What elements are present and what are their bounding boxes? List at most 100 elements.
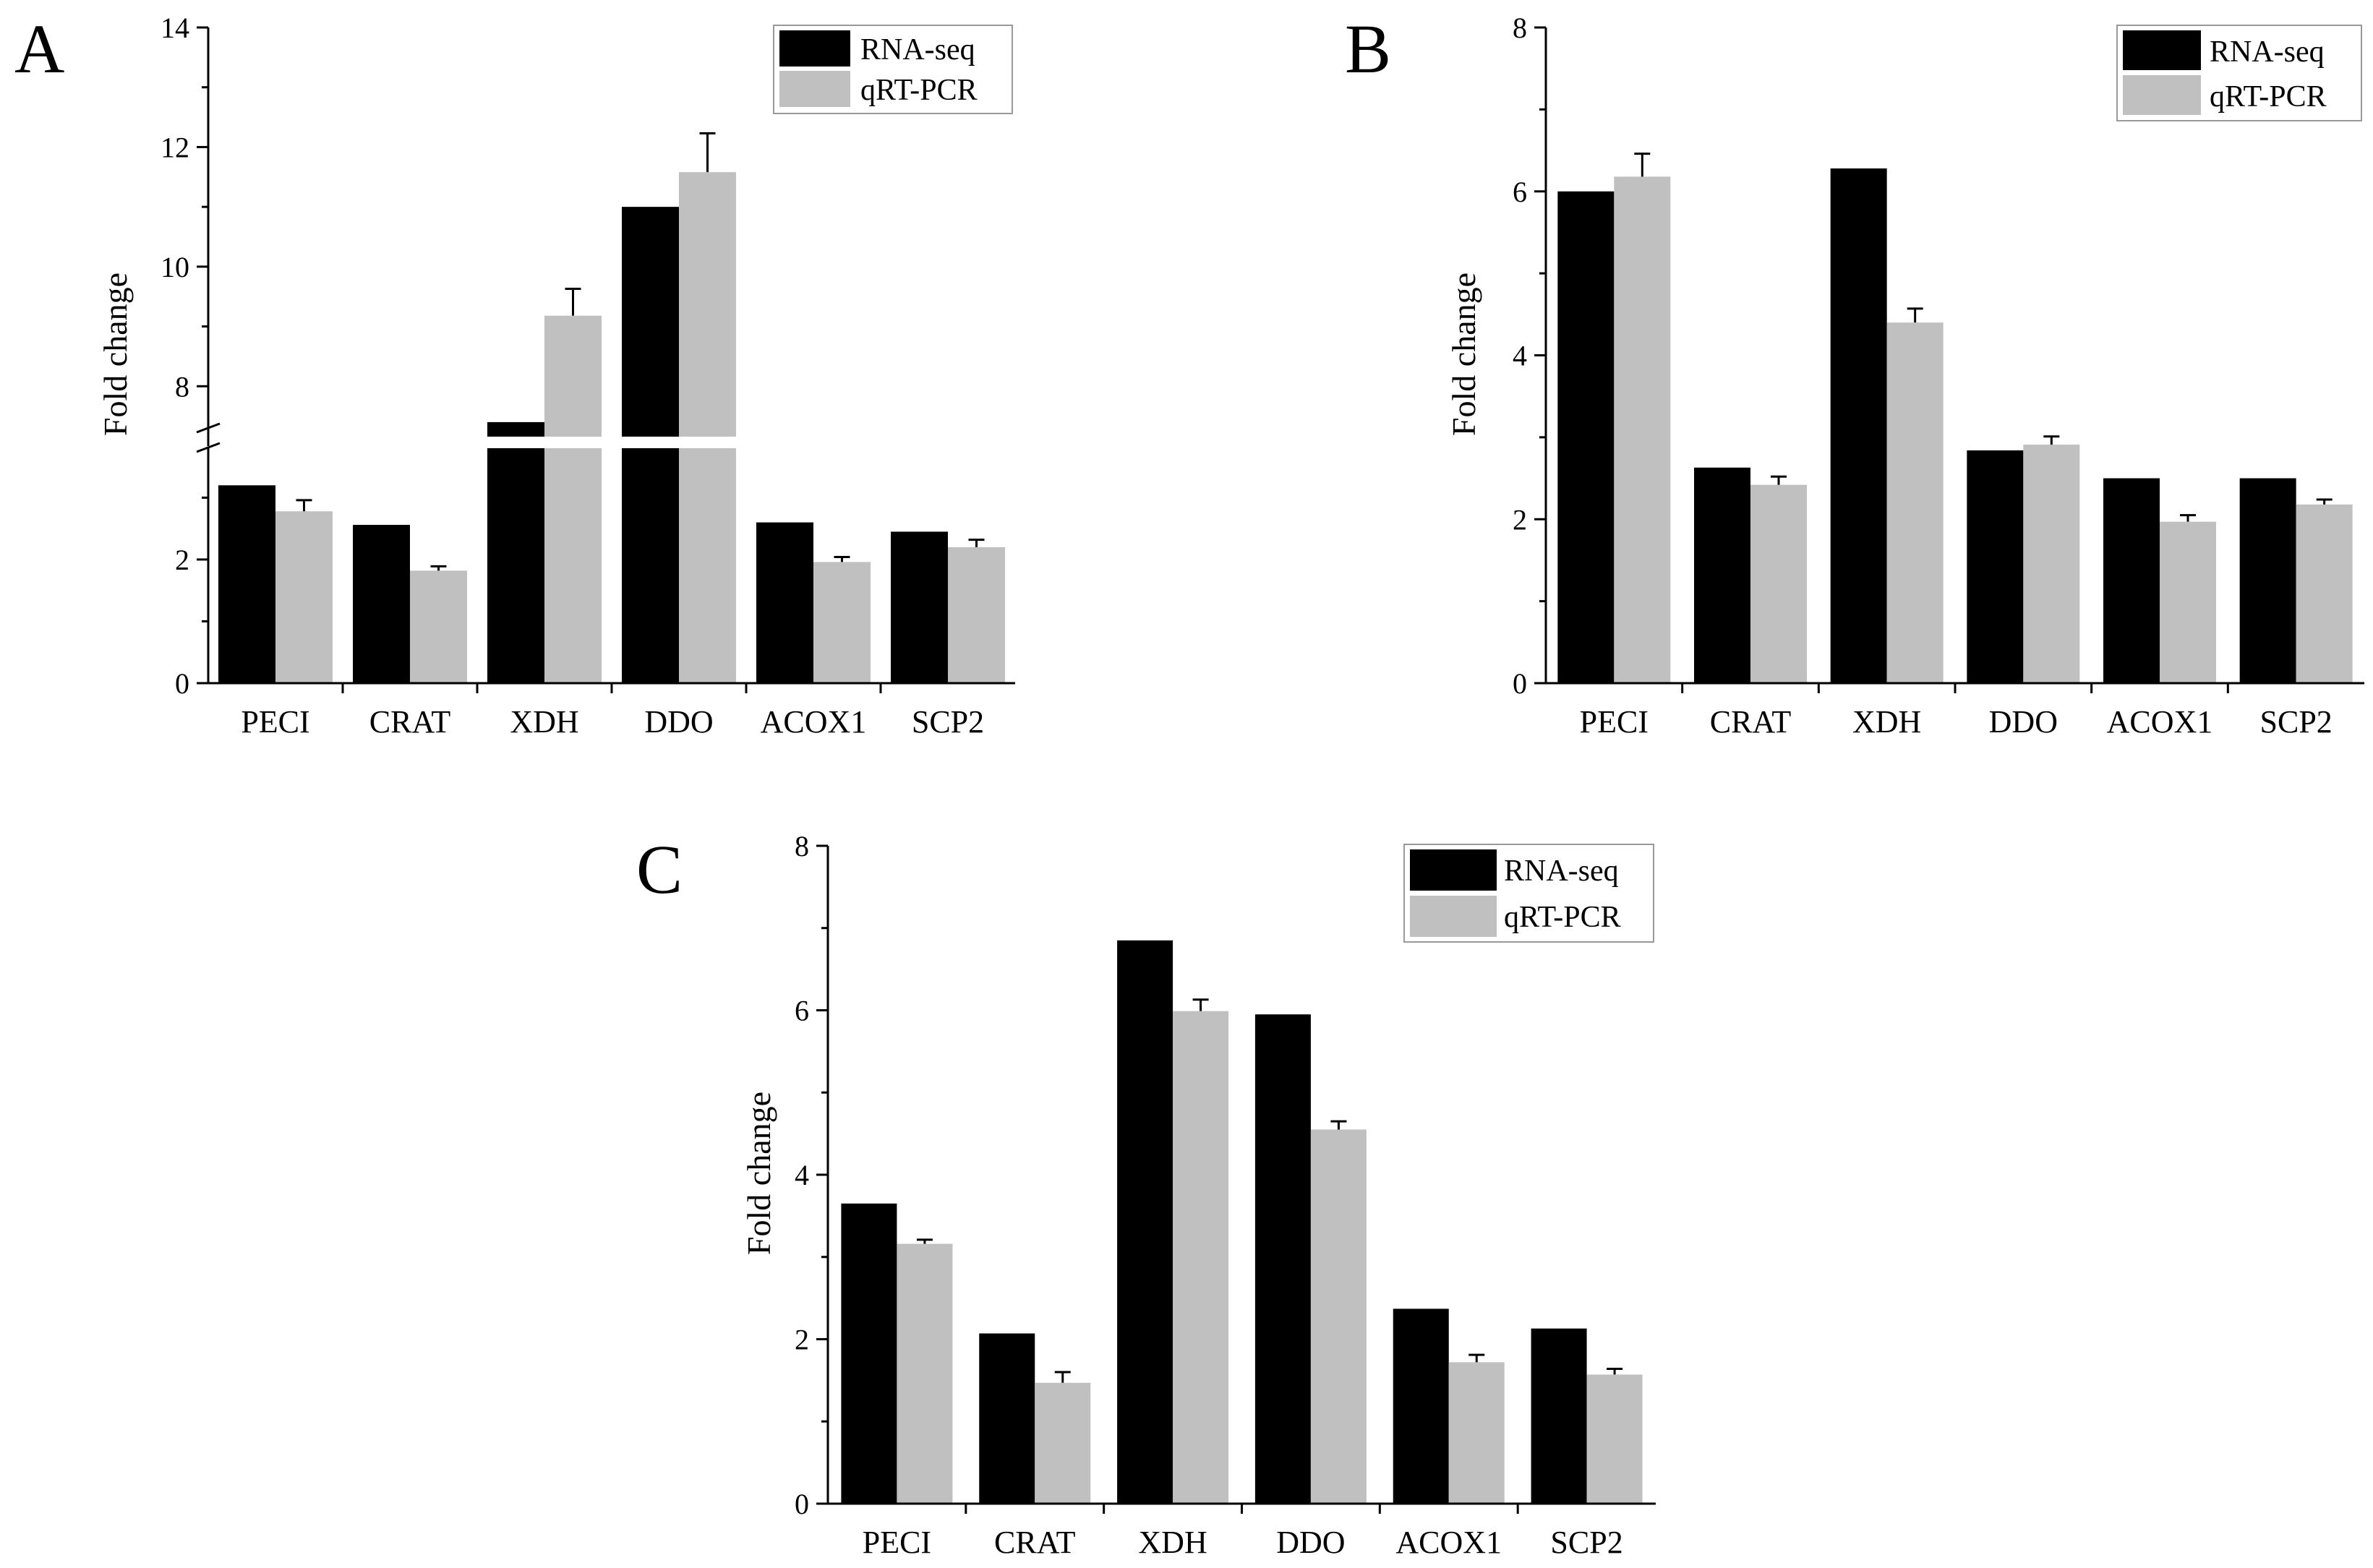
panel-a-y-axis-title: Fold change — [97, 273, 134, 436]
panel-c-axes — [816, 844, 1656, 1514]
panel-b-bar-qrt-pcr-crat — [1750, 484, 1807, 683]
panel-b-bars — [1557, 153, 2353, 683]
panel-b-bar-qrt-pcr-ddo — [2023, 445, 2080, 683]
panel-a-y-tick-label: 12 — [161, 131, 189, 163]
panel-a-category-label: ACOX1 — [761, 704, 867, 740]
panel-b-y-tick-label: 4 — [1513, 340, 1527, 372]
panel-b-y-tick-label: 6 — [1513, 176, 1527, 208]
panel-b-bar-qrt-pcr-acox1 — [2160, 521, 2216, 683]
panel-c-y-tick-label: 8 — [795, 830, 809, 862]
panel-c-legend-label-qpcr: qRT-PCR — [1504, 901, 1621, 934]
panel-b-chart: B Fold change 0 2 4 6 8 PECI CRAT XDH DDO ACOX1 S… — [1345, 10, 2364, 740]
panel-c-bars — [841, 940, 1643, 1504]
panel-a-tick-labels: 0 2 8 10 12 14 — [161, 12, 189, 700]
panel-c-y-axis-title: Fold change — [740, 1092, 777, 1255]
panel-b-bar-rna-seq-ddo — [1967, 450, 2024, 683]
panel-b-tick-labels: 0 2 4 6 8 — [1513, 12, 1527, 700]
panel-a-y-tick-label: 2 — [175, 544, 189, 576]
panel-b-legend-label-rna: RNA-seq — [2210, 35, 2325, 69]
panel-b-y-tick-label: 0 — [1513, 667, 1527, 700]
panel-b-axes — [1534, 26, 2364, 693]
panel-a-error-bar-xdh — [565, 287, 581, 316]
panel-a-bar-qrt-pcr-acox1 — [813, 562, 871, 683]
panel-a-legend-swatch-qpcr — [779, 71, 850, 107]
panel-c-bar-rna-seq-ddo — [1254, 1014, 1311, 1504]
panel-a-error-bar-ddo — [699, 132, 716, 173]
panel-c-chart: C Fold change 0 2 4 6 8 PECI CRAT XDH DDO ACOX1 S… — [636, 830, 1656, 1560]
panel-c-error-bar-xdh — [1192, 998, 1209, 1011]
panel-a-category-label: DDO — [644, 704, 713, 740]
panel-a-axis-break-mark — [196, 422, 221, 453]
panel-a-bar-qrt-pcr-crat — [410, 570, 467, 683]
panel-c-category-label: SCP2 — [1550, 1525, 1622, 1560]
panel-b-category-labels: PECI CRAT XDH DDO ACOX1 SCP2 — [1580, 704, 2333, 740]
panel-a-category-label: PECI — [241, 704, 309, 740]
panel-c-legend-swatch-qpcr — [1410, 896, 1497, 937]
panel-a-error-bar-acox1 — [834, 556, 850, 562]
panel-b-bar-rna-seq-peci — [1557, 191, 1615, 683]
panel-a-error-bar-scp2 — [968, 539, 985, 547]
panel-a-bar-qrt-pcr-scp2 — [948, 547, 1005, 683]
panel-a-bars — [218, 132, 1005, 684]
panel-b-bar-rna-seq-crat — [1694, 467, 1750, 683]
panel-b-category-label: XDH — [1852, 704, 1921, 740]
panel-b-error-bar-acox1 — [2180, 514, 2196, 522]
panel-a-y-tick-label: 0 — [175, 667, 189, 700]
panel-a-bar-rna-seq-scp2 — [891, 531, 948, 683]
panel-b-error-bar-scp2 — [2316, 498, 2333, 505]
panel-a-legend-label-qpcr: qRT-PCR — [860, 74, 978, 107]
panel-c-letter: C — [636, 831, 683, 908]
panel-c-bar-rna-seq-xdh — [1117, 940, 1173, 1504]
panel-a-y-tick-label: 10 — [161, 251, 189, 283]
panel-b-bar-qrt-pcr-xdh — [1886, 322, 1944, 683]
panel-c-category-label: CRAT — [994, 1525, 1076, 1560]
panel-b-letter: B — [1345, 10, 1391, 87]
panel-c-legend-swatch-rna — [1410, 849, 1497, 891]
panel-a-bar-rna-seq-crat — [353, 525, 410, 683]
panel-b-error-bar-xdh — [1907, 307, 1923, 323]
panel-c-y-tick-label: 4 — [795, 1159, 809, 1191]
panel-b-legend: RNA-seq qRT-PCR — [2116, 25, 2362, 121]
panel-a-bar-qrt-pcr-peci — [275, 511, 333, 683]
panel-c-bar-qrt-pcr-acox1 — [1448, 1362, 1505, 1504]
panel-a-bar-rna-seq-peci — [218, 485, 275, 683]
panel-a-bar-rna-seq-xdh — [487, 421, 544, 683]
panel-c-y-tick-label: 6 — [795, 995, 809, 1027]
panel-c-error-bar-crat — [1054, 1371, 1071, 1383]
panel-a-category-label: XDH — [510, 704, 578, 740]
panel-c-error-bar-scp2 — [1607, 1367, 1623, 1375]
panel-c-category-label: PECI — [863, 1525, 931, 1560]
panel-c-bar-qrt-pcr-peci — [897, 1243, 953, 1504]
panel-c-error-bar-peci — [916, 1238, 933, 1244]
panel-a-legend-swatch-rna — [779, 30, 850, 67]
panel-c-error-bar-acox1 — [1468, 1353, 1485, 1363]
panel-a-bar-qrt-pcr-ddo — [679, 172, 736, 683]
panel-a-legend: RNA-seq qRT-PCR — [773, 25, 1013, 114]
panel-b-legend-swatch-qpcr — [2123, 75, 2201, 115]
panel-c-bar-rna-seq-crat — [979, 1333, 1035, 1504]
panel-b-y-tick-label: 8 — [1513, 12, 1527, 44]
panel-c-tick-labels: 0 2 4 6 8 — [795, 830, 809, 1520]
panel-b-y-axis-title: Fold change — [1445, 273, 1482, 436]
panel-a-error-bar-peci — [296, 499, 312, 512]
panel-b-bar-qrt-pcr-scp2 — [2296, 504, 2353, 683]
panel-b-bar-qrt-pcr-peci — [1614, 176, 1671, 683]
panel-c-bar-rna-seq-scp2 — [1531, 1328, 1587, 1504]
panel-b-category-label: ACOX1 — [2107, 704, 2213, 740]
panel-c-bar-rna-seq-acox1 — [1393, 1308, 1449, 1504]
panel-b-category-label: CRAT — [1710, 704, 1792, 740]
panel-b-category-label: PECI — [1580, 704, 1649, 740]
panel-b-category-label: DDO — [1989, 704, 2058, 740]
panel-a-category-labels: PECI CRAT XDH DDO ACOX1 SCP2 — [241, 704, 984, 740]
panel-b-bar-rna-seq-xdh — [1830, 168, 1887, 683]
panel-a-axis-break-gap — [210, 437, 1017, 448]
panel-c-category-label: DDO — [1276, 1525, 1345, 1560]
panel-c-error-bar-ddo — [1330, 1120, 1347, 1130]
panel-a-axes — [196, 26, 1017, 693]
panel-a-letter: A — [14, 10, 64, 87]
panel-c-y-tick-label: 2 — [795, 1324, 809, 1356]
panel-a-category-label: CRAT — [369, 704, 451, 740]
panel-a-y-tick-label: 8 — [175, 370, 189, 403]
panel-c-legend: RNA-seq qRT-PCR — [1403, 844, 1654, 943]
